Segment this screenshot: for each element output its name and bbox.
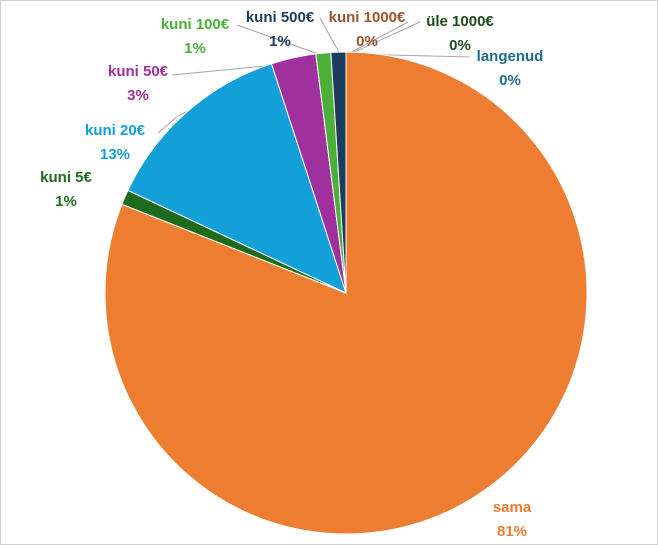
leader-line bbox=[349, 21, 421, 55]
slice-label: kuni 5€ bbox=[40, 169, 92, 186]
value-label: 1% bbox=[269, 33, 291, 50]
slice-label: kuni 100€ bbox=[161, 16, 230, 33]
slice-label: kuni 50€ bbox=[108, 63, 169, 80]
slice-label: üle 1000€ bbox=[426, 13, 494, 30]
value-label: 3% bbox=[127, 87, 149, 104]
pie-slice bbox=[127, 63, 347, 294]
slice-label: kuni 500€ bbox=[246, 9, 315, 26]
value-label: 0% bbox=[356, 33, 378, 50]
slice-label: kuni 1000€ bbox=[329, 9, 406, 26]
value-label: 1% bbox=[184, 40, 206, 57]
leader-line bbox=[319, 17, 341, 55]
leader-line bbox=[347, 21, 409, 55]
value-label: 13% bbox=[100, 146, 130, 163]
leader-line bbox=[236, 24, 328, 58]
pie-slice bbox=[104, 51, 588, 535]
slice-label: kuni 20€ bbox=[85, 122, 146, 139]
value-label: 0% bbox=[499, 72, 521, 89]
slice-label: sama bbox=[493, 499, 532, 516]
slice-label: langenud bbox=[477, 48, 544, 65]
value-label: 1% bbox=[55, 193, 77, 210]
value-label: 81% bbox=[497, 523, 527, 540]
value-label: 0% bbox=[449, 37, 471, 54]
